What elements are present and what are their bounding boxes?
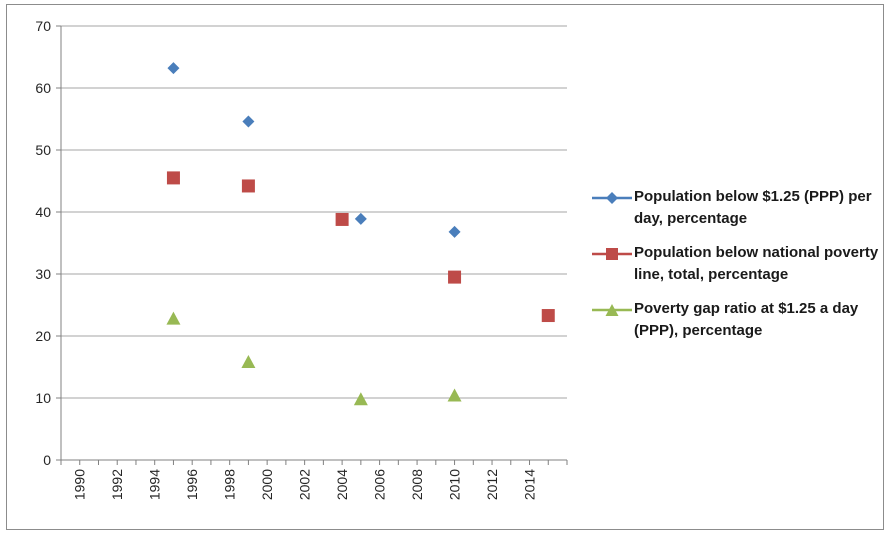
- y-axis-tick-labels: 0 10 20 30 40 50 60 70: [35, 18, 51, 468]
- y-tick-label: 50: [35, 142, 51, 158]
- data-point-series-2: [336, 213, 349, 226]
- legend-label-series-2: Population below national poverty line, …: [634, 242, 888, 286]
- legend-square-marker-icon: [592, 248, 632, 260]
- data-points: [166, 62, 554, 405]
- data-point-series-3: [241, 355, 255, 368]
- x-tick-label: 2002: [297, 469, 313, 500]
- legend-item-series-3: Poverty gap ratio at $1.25 a day (PPP), …: [588, 298, 888, 342]
- legend-label-series-1: Population below $1.25 (PPP) per day, pe…: [634, 186, 888, 230]
- y-tick-label: 0: [43, 452, 51, 468]
- x-tick-label: 2010: [447, 469, 463, 500]
- x-tick-label: 1990: [72, 469, 88, 500]
- data-point-series-1: [167, 62, 179, 74]
- legend-item-series-1: Population below $1.25 (PPP) per day, pe…: [588, 186, 888, 230]
- data-point-series-3: [354, 392, 368, 405]
- y-tick-label: 60: [35, 80, 51, 96]
- legend-item-series-2: Population below national poverty line, …: [588, 242, 888, 286]
- x-tick-label: 1992: [109, 469, 125, 500]
- x-tick-label: 1994: [147, 469, 163, 500]
- data-point-series-3: [448, 389, 462, 402]
- x-tick-label: 1998: [222, 469, 238, 500]
- x-tick-label: 2000: [259, 469, 275, 500]
- axes: [56, 26, 567, 465]
- data-point-series-2: [542, 309, 555, 322]
- x-tick-label: 2004: [334, 469, 350, 500]
- data-point-series-2: [448, 271, 461, 284]
- y-tick-label: 20: [35, 328, 51, 344]
- y-tick-label: 40: [35, 204, 51, 220]
- legend: Population below $1.25 (PPP) per day, pe…: [588, 186, 888, 354]
- x-tick-label: 1996: [184, 469, 200, 500]
- x-tick-label: 2008: [409, 469, 425, 500]
- x-tick-label: 2014: [522, 469, 538, 500]
- data-point-series-3: [166, 312, 180, 325]
- y-tick-label: 30: [35, 266, 51, 282]
- y-tick-label: 70: [35, 18, 51, 34]
- data-point-series-1: [355, 213, 367, 225]
- x-axis-tick-labels: 1990 1992 1994 1996 1998 2000 2002 2004 2006 2008…: [72, 469, 538, 500]
- x-tick-label: 2012: [484, 469, 500, 500]
- x-tick-label: 2006: [372, 469, 388, 500]
- data-point-series-1: [242, 115, 254, 127]
- legend-triangle-marker-icon: [592, 304, 632, 316]
- y-tick-label: 10: [35, 390, 51, 406]
- data-point-series-2: [242, 179, 255, 192]
- gridlines: [61, 26, 567, 398]
- legend-label-series-3: Poverty gap ratio at $1.25 a day (PPP), …: [634, 298, 888, 342]
- legend-diamond-marker-icon: [592, 192, 632, 204]
- data-point-series-2: [167, 171, 180, 184]
- data-point-series-1: [449, 226, 461, 238]
